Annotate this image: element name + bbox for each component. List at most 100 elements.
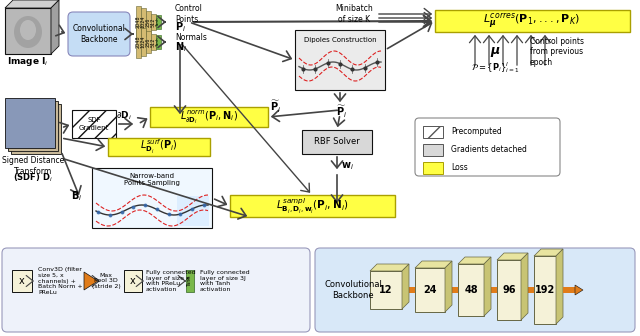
Text: Narrow-band
Points Sampling: Narrow-band Points Sampling [124,173,180,186]
Bar [11,104,61,154]
Text: x: x [130,276,136,286]
Text: 256: 256 [145,17,150,27]
Polygon shape [415,261,452,268]
Bar [141,8,146,36]
Polygon shape [84,272,98,290]
Bar [156,35,161,49]
Text: 512: 512 [150,17,156,27]
Text: $\mathcal{P} = \{\mathbf{P}_i\}_{i=1}^l$: $\mathcal{P} = \{\mathbf{P}_i\}_{i=1}^l$ [470,60,519,76]
Polygon shape [521,253,528,320]
Bar [92,168,212,228]
Text: 256: 256 [145,37,150,47]
Text: $\widetilde{\mathbf{P}}_i$: $\widetilde{\mathbf{P}}_i$ [337,104,348,120]
Ellipse shape [20,20,36,40]
Text: 2048: 2048 [136,16,141,28]
Bar [136,6,141,38]
Text: $L_{\mathbf{D}_i}^{surf}(\mathbf{P}_i)$: $L_{\mathbf{D}_i}^{surf}(\mathbf{P}_i)$ [140,138,178,156]
Text: Dipoles Construction: Dipoles Construction [304,37,376,43]
Bar [186,270,194,292]
Text: Loss: Loss [451,164,468,172]
Bar [302,130,372,154]
Bar [409,287,415,293]
Text: $\partial \mathbf{D}_i$: $\partial \mathbf{D}_i$ [116,110,132,122]
Text: (SDF) $\mathbf{D}_i$: (SDF) $\mathbf{D}_i$ [13,172,53,184]
Polygon shape [575,285,583,295]
Text: x: x [19,276,25,286]
Text: Gradients detached: Gradients detached [451,145,527,155]
Text: 512: 512 [150,37,156,47]
Text: 1024: 1024 [141,16,145,28]
FancyBboxPatch shape [315,248,635,332]
Text: Conv3D (filter
size 5, x
channels) +
Batch Norm +
PReLu: Conv3D (filter size 5, x channels) + Bat… [38,267,83,295]
Text: SDF
Gradient: SDF Gradient [79,118,109,130]
Bar [136,26,141,58]
Bar [156,15,161,29]
Polygon shape [5,0,59,8]
Bar [146,11,151,33]
Text: Convolutional
Backbone: Convolutional Backbone [72,24,125,44]
Text: Max
Pool 3D
(stride 2): Max Pool 3D (stride 2) [92,273,120,289]
Bar [8,101,58,151]
Bar [108,138,210,156]
Text: Normals: Normals [175,33,207,42]
Text: Signed Distance
Transform: Signed Distance Transform [2,156,64,176]
Bar [12,270,32,292]
Text: 2048: 2048 [136,36,141,48]
Text: $L_{\mathbf{B}_i,\mathbf{D}_i,\mathbf{w}_i}^{sampl}(\mathbf{P}_i,\mathbf{N}_i)$: $L_{\mathbf{B}_i,\mathbf{D}_i,\mathbf{w}… [276,197,348,216]
Polygon shape [534,249,563,256]
Text: Tanh: Tanh [188,275,193,287]
Text: Fully connected
layer of size 3J
with Tanh
activation: Fully connected layer of size 3J with Ta… [200,270,250,292]
Text: 48: 48 [464,285,478,295]
Bar [230,195,395,217]
Bar [370,271,402,309]
Bar [141,28,146,56]
Bar [124,270,142,292]
Text: Fully connected
layer of size x
with PReLu
activation: Fully connected layer of size x with PRe… [146,270,196,292]
Polygon shape [445,261,452,312]
Text: 24: 24 [423,285,436,295]
Text: Convolutional
Backbone: Convolutional Backbone [324,280,382,300]
Polygon shape [484,257,491,316]
Bar [534,256,556,324]
Polygon shape [402,264,409,309]
Text: $\widetilde{\mathbf{P}}_i$: $\widetilde{\mathbf{P}}_i$ [270,98,281,115]
Text: Minibatch
of size K: Minibatch of size K [335,4,373,24]
Bar [458,264,484,316]
Text: 96: 96 [502,285,516,295]
Bar [563,287,575,293]
Polygon shape [458,257,491,264]
Text: Image $\mathbf{I}_i$: Image $\mathbf{I}_i$ [7,55,49,69]
Bar [423,162,443,174]
Text: $\boldsymbol{\mu}$: $\boldsymbol{\mu}$ [490,45,500,59]
Text: $\mathbf{w}_i$: $\mathbf{w}_i$ [341,160,354,172]
Polygon shape [370,264,409,271]
Bar [72,110,116,138]
Bar [423,126,443,138]
Bar [150,107,268,127]
Bar [497,260,521,320]
Text: $\mathbf{P}_i$: $\mathbf{P}_i$ [175,20,186,34]
Text: RBF Solver: RBF Solver [314,137,360,146]
Bar [423,144,443,156]
Polygon shape [51,0,59,54]
Text: Precomputed: Precomputed [451,127,502,136]
Bar [177,196,209,226]
Text: $\mathbf{B}_i$: $\mathbf{B}_i$ [70,189,82,203]
Text: Control points
from previous
epoch: Control points from previous epoch [530,37,584,67]
Bar [5,8,51,54]
Text: $\mathbf{N}_i$: $\mathbf{N}_i$ [175,40,187,54]
Bar [295,30,385,90]
Bar [491,287,497,293]
FancyBboxPatch shape [415,118,560,176]
Bar [5,98,55,148]
FancyBboxPatch shape [2,248,310,332]
Text: $L_{\partial \mathbf{D}_i}^{norm}(\mathbf{P}_i, \mathbf{N}_i)$: $L_{\partial \mathbf{D}_i}^{norm}(\mathb… [180,108,238,126]
Text: Tanh: Tanh [156,37,160,47]
Polygon shape [497,253,528,260]
Bar [151,34,156,50]
Polygon shape [556,249,563,324]
Text: $L_{\boldsymbol{\mu}}^{corres}(\mathbf{P}_1,...,\mathbf{P}_K)$: $L_{\boldsymbol{\mu}}^{corres}(\mathbf{P… [483,11,580,31]
Bar [415,268,445,312]
FancyBboxPatch shape [68,12,130,56]
Text: 12: 12 [380,285,393,295]
